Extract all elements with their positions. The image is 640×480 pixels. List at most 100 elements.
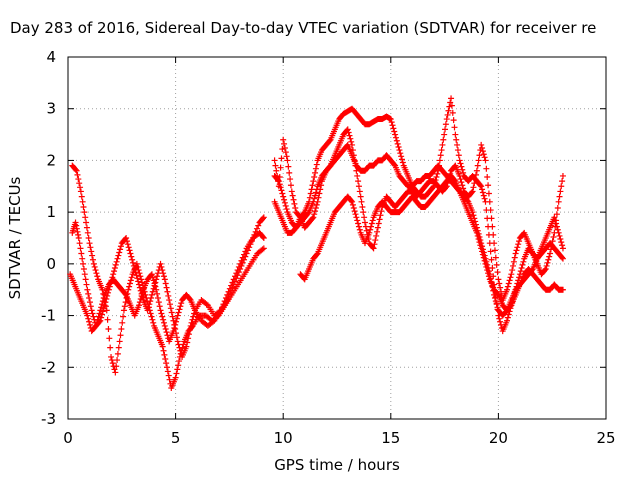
data-point-marker (78, 193, 85, 200)
data-point-marker (276, 173, 283, 180)
data-point-marker (150, 277, 157, 284)
data-point-marker (129, 259, 136, 266)
data-point-marker (150, 319, 157, 326)
data-point-marker (363, 227, 370, 234)
data-point-marker (313, 201, 320, 208)
data-point-marker (125, 244, 132, 251)
data-point-marker (184, 339, 191, 346)
data-point-marker (96, 310, 103, 317)
data-point-marker (84, 286, 91, 293)
data-point-marker (81, 271, 88, 278)
data-point-marker (75, 176, 82, 183)
data-point-marker (504, 317, 511, 324)
data-point-marker (464, 197, 471, 204)
data-point-marker (235, 263, 242, 270)
data-point-marker (352, 162, 359, 169)
data-point-marker (554, 226, 561, 233)
data-point-marker (394, 140, 401, 147)
data-point-marker (83, 219, 90, 226)
data-point-marker (315, 194, 322, 201)
data-point-marker (178, 347, 185, 354)
data-point-marker (148, 313, 155, 320)
data-point-marker (224, 291, 231, 298)
data-point-marker (99, 301, 106, 308)
data-point-marker (354, 217, 361, 224)
data-point-marker (86, 299, 93, 306)
data-point-marker (75, 231, 82, 238)
data-point-marker (485, 182, 492, 189)
data-point-marker (127, 250, 134, 257)
data-point-marker (108, 357, 115, 364)
data-point-marker (149, 316, 156, 323)
data-point-marker (148, 291, 155, 298)
data-point-marker (388, 119, 395, 126)
data-point-marker (230, 276, 237, 283)
data-point-marker (282, 149, 289, 156)
data-point-marker (144, 298, 151, 305)
data-point-marker (491, 247, 498, 254)
data-point-marker (350, 152, 357, 159)
data-point-marker (559, 242, 566, 249)
data-point-marker (390, 125, 397, 132)
data-point-marker (162, 356, 169, 363)
data-point-marker (312, 169, 319, 176)
data-point-marker (459, 182, 466, 189)
data-point-marker (477, 182, 484, 189)
data-point-marker (90, 313, 97, 320)
data-point-marker (163, 329, 170, 336)
data-point-marker (397, 150, 404, 157)
data-point-marker (159, 267, 166, 274)
data-point-marker (348, 197, 355, 204)
data-point-marker (167, 301, 174, 308)
data-point-marker (115, 252, 122, 259)
data-point-marker (475, 157, 482, 164)
data-point-marker (173, 334, 180, 341)
data-point-marker (313, 161, 320, 168)
data-point-marker (490, 231, 497, 238)
data-point-marker (368, 223, 375, 230)
data-point-marker (473, 171, 480, 178)
data-point-marker (364, 231, 371, 238)
x-tick-label: 20 (489, 429, 508, 447)
data-point-marker (242, 248, 249, 255)
data-point-marker (317, 186, 324, 193)
data-point-marker (480, 192, 487, 199)
data-point-marker (89, 310, 96, 317)
data-point-marker (283, 206, 290, 213)
data-point-marker (174, 312, 181, 319)
data-point-marker (225, 288, 232, 295)
data-point-marker (163, 360, 170, 367)
data-point-marker (75, 235, 82, 241)
data-point-marker (90, 260, 97, 267)
data-point-marker (545, 256, 552, 263)
data-point-marker (482, 260, 489, 267)
data-point-marker (112, 369, 119, 376)
data-point-marker (175, 309, 182, 316)
data-point-marker (74, 171, 81, 178)
data-point-marker (82, 214, 89, 221)
data-point-marker (178, 300, 185, 307)
data-point-marker (287, 182, 294, 189)
data-point-marker (239, 254, 246, 261)
data-point-marker (117, 243, 124, 250)
data-point-marker (84, 312, 91, 319)
data-point-marker (158, 310, 165, 317)
data-point-marker (190, 313, 197, 320)
data-point-marker (451, 177, 458, 184)
data-point-marker (559, 172, 566, 179)
data-point-marker (313, 251, 320, 258)
data-point-marker (475, 236, 482, 243)
data-point-marker (84, 229, 91, 236)
data-point-marker (497, 318, 504, 325)
data-point-marker (176, 353, 183, 360)
data-point-marker (113, 258, 120, 265)
data-point-marker (480, 151, 487, 158)
data-point-marker (358, 198, 365, 205)
data-point-marker (377, 212, 384, 219)
data-point-marker (280, 136, 287, 143)
data-point-marker (238, 257, 245, 264)
data-point-marker (372, 237, 379, 244)
data-point-marker (483, 263, 490, 270)
data-point-marker (491, 294, 498, 301)
data-point-marker (507, 303, 514, 310)
